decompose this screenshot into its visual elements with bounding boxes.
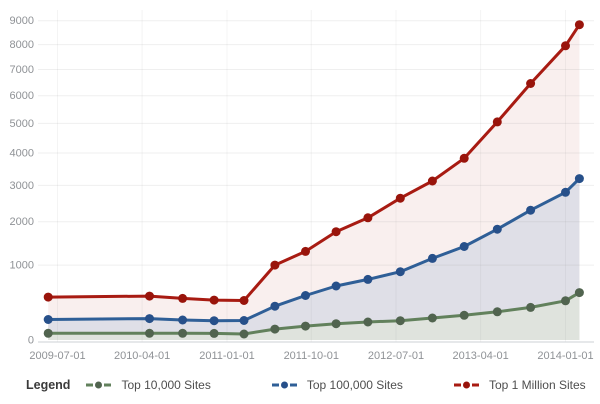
y-tick-label-9000: 9000 [10, 15, 34, 27]
legend-marker-top-1-million-sites [453, 380, 480, 390]
data-point-top-100-000-sites-2013-02-07[interactable] [459, 242, 469, 251]
legend-label-top-100000-sites: Top 100,000 Sites [306, 378, 403, 392]
data-point-top-100-000-sites-2012-04-01[interactable] [363, 274, 373, 284]
data-point-top-10-000-sites-2010-08-10[interactable] [178, 328, 188, 338]
data-point-top-1-million-sites-2011-06-05[interactable] [270, 260, 280, 270]
data-point-top-1-million-sites-2012-04-01[interactable] [363, 213, 373, 223]
data-point-top-100-000-sites-2011-12-20[interactable] [331, 281, 341, 291]
y-tick-label-7000: 7000 [10, 64, 34, 76]
data-point-top-100-000-sites-2012-07-15[interactable] [395, 267, 405, 277]
legend-marker-top-100000-sites [271, 380, 298, 390]
data-point-top-100-000-sites-2009-06-01[interactable] [43, 315, 53, 324]
data-point-top-100-000-sites-2012-10-27[interactable] [427, 253, 437, 263]
x-tick-label-2010-04-01: 2010-04-01 [114, 350, 170, 362]
data-point-top-10-000-sites-2011-12-20[interactable] [331, 319, 341, 329]
legend-item-top-10000-sites: Top 10,000 Sites [85, 378, 211, 392]
legend-item-top-1-million-sites: Top 1 Million Sites [453, 378, 586, 392]
data-point-top-1-million-sites-2009-06-01[interactable] [43, 292, 53, 302]
y-tick-label-2000: 2000 [10, 216, 34, 228]
y-tick-label-6000: 6000 [10, 90, 34, 102]
data-point-top-10-000-sites-2011-09-12[interactable] [301, 321, 310, 331]
data-point-top-1-million-sites-2011-09-12[interactable] [301, 246, 310, 256]
x-tick-label-2013-04-01: 2013-04-01 [452, 350, 508, 362]
data-point-top-100-000-sites-2010-11-20[interactable] [209, 316, 219, 326]
chart-legend: Legend Top 10,000 Sites Top 100,000 Site… [26, 374, 586, 396]
data-point-top-10-000-sites-2012-07-15[interactable] [395, 316, 405, 326]
series-line-top-1-million-sites [46, 23, 581, 302]
legend-marker-top-10000-sites [85, 380, 112, 390]
legend-title: Legend [26, 378, 71, 392]
legend-label-top-1-million-sites: Top 1 Million Sites [488, 378, 586, 392]
x-tick-label-2011-01-01: 2011-01-01 [199, 350, 254, 362]
data-point-top-1-million-sites-2013-09-10[interactable] [526, 79, 536, 88]
data-point-top-100-000-sites-2011-09-12[interactable] [301, 291, 310, 300]
data-point-top-10-000-sites-2011-06-05[interactable] [270, 324, 280, 334]
data-point-top-10-000-sites-2013-09-10[interactable] [526, 302, 536, 312]
y-tick-label-4000: 4000 [10, 148, 34, 160]
data-point-top-1-million-sites-2014-01-01[interactable] [561, 41, 570, 51]
data-point-top-10-000-sites-2012-10-27[interactable] [427, 313, 437, 323]
data-point-top-10-000-sites-2013-02-07[interactable] [459, 310, 469, 320]
data-point-top-1-million-sites-2011-12-20[interactable] [331, 227, 341, 237]
data-point-top-100-000-sites-2014-02-15[interactable] [574, 174, 584, 184]
x-tick-label-2014-01-01: 2014-01-01 [537, 350, 593, 362]
data-point-top-10-000-sites-2010-11-20[interactable] [209, 328, 219, 338]
series-line-top-10-000-sites [46, 291, 581, 336]
data-point-top-100-000-sites-2010-08-10[interactable] [178, 315, 188, 325]
data-point-top-10-000-sites-2011-02-25[interactable] [239, 329, 249, 339]
data-point-top-1-million-sites-2010-11-20[interactable] [209, 295, 219, 305]
data-point-top-1-million-sites-2014-02-15[interactable] [574, 20, 584, 30]
series-area-top-10-000-sites [48, 292, 580, 340]
data-point-top-1-million-sites-2012-10-27[interactable] [427, 176, 437, 186]
data-point-top-100-000-sites-2013-05-25[interactable] [492, 224, 502, 234]
legend-label-top-10000-sites: Top 10,000 Sites [121, 378, 211, 392]
legend-marker-icon [86, 381, 112, 389]
y-tick-label-8000: 8000 [10, 39, 34, 51]
data-point-top-100-000-sites-2014-01-01[interactable] [561, 187, 570, 197]
legend-marker-icon [271, 381, 297, 389]
series-line-top-100-000-sites [46, 177, 581, 323]
data-point-top-1-million-sites-2010-08-10[interactable] [178, 293, 188, 303]
data-point-top-1-million-sites-2010-04-25[interactable] [145, 291, 154, 301]
data-point-top-10-000-sites-2010-04-25[interactable] [145, 328, 154, 338]
y-tick-label-1000: 1000 [10, 260, 34, 272]
data-point-top-10-000-sites-2009-06-01[interactable] [43, 328, 53, 338]
series-area-top-100-000-sites [48, 178, 580, 340]
data-point-top-100-000-sites-2011-02-25[interactable] [239, 316, 249, 325]
data-point-top-1-million-sites-2013-05-25[interactable] [492, 117, 502, 127]
data-point-top-100-000-sites-2011-06-05[interactable] [270, 301, 280, 311]
data-point-top-100-000-sites-2010-04-25[interactable] [145, 314, 154, 324]
x-tick-label-2011-10-01: 2011-10-01 [284, 350, 339, 362]
data-point-top-1-million-sites-2011-02-25[interactable] [239, 296, 249, 305]
y-tick-label-5000: 5000 [10, 118, 34, 130]
legend-marker-icon [453, 381, 479, 389]
y-tick-label-3000: 3000 [10, 180, 34, 192]
data-point-top-1-million-sites-2012-07-15[interactable] [395, 193, 405, 203]
x-tick-label-2009-07-01: 2009-07-01 [29, 350, 85, 362]
data-point-top-10-000-sites-2013-05-25[interactable] [492, 307, 502, 317]
line-chart: 0 1000 2000 3000 4000 5000 6000 7000 8000 9000 200… [10, 10, 594, 362]
legend-item-top-100000-sites: Top 100,000 Sites [271, 378, 403, 392]
y-tick-label-0: 0 [28, 335, 34, 347]
data-point-top-1-million-sites-2013-02-07[interactable] [459, 153, 469, 163]
data-point-top-10-000-sites-2012-04-01[interactable] [363, 317, 373, 327]
data-point-top-10-000-sites-2014-02-15[interactable] [574, 288, 584, 298]
data-point-top-100-000-sites-2013-09-10[interactable] [526, 205, 536, 215]
x-tick-label-2012-07-01: 2012-07-01 [368, 350, 424, 362]
data-point-top-10-000-sites-2014-01-01[interactable] [561, 296, 570, 306]
